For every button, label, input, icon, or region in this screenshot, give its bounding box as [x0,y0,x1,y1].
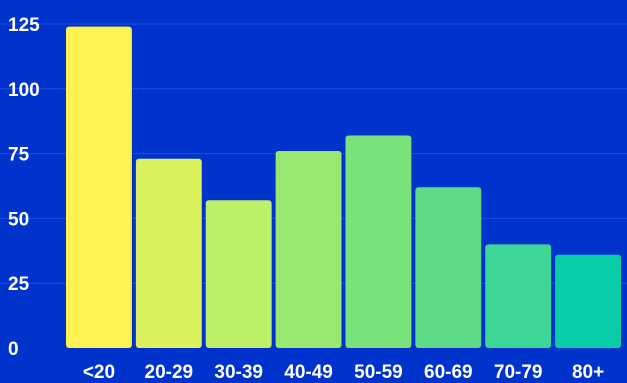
x-tick-label: 40-49 [284,362,333,383]
bar-60-69 [415,187,482,348]
y-axis-tick-labels: 0 25 50 75 100 125 [8,15,40,360]
bar-50-59 [345,135,412,348]
bar-40-49 [275,151,342,348]
x-tick-label: 60-69 [424,362,473,383]
x-tick-label: 20-29 [145,362,194,383]
x-tick-label: 30-39 [214,362,263,383]
y-tick-label: 75 [8,145,30,166]
x-tick-label: <20 [83,362,115,383]
x-tick-label: 50-59 [354,362,403,383]
y-tick-label: 125 [8,15,40,36]
y-tick-label: 100 [8,80,40,101]
x-tick-label: 70-79 [494,362,543,383]
bar-80+ [555,254,621,348]
x-tick-label: 80+ [572,362,604,383]
bars [66,26,621,348]
x-axis-tick-labels: <20 20-29 30-39 40-49 50-59 60-69 70-79 80+ [83,362,604,383]
y-tick-label: 50 [8,209,29,230]
bar-70-79 [485,244,552,348]
bar-20-29 [135,158,202,348]
y-tick-label: 25 [8,274,30,295]
y-tick-label: 0 [8,339,19,360]
bar-30-39 [205,200,272,348]
bar-<20 [66,26,132,348]
